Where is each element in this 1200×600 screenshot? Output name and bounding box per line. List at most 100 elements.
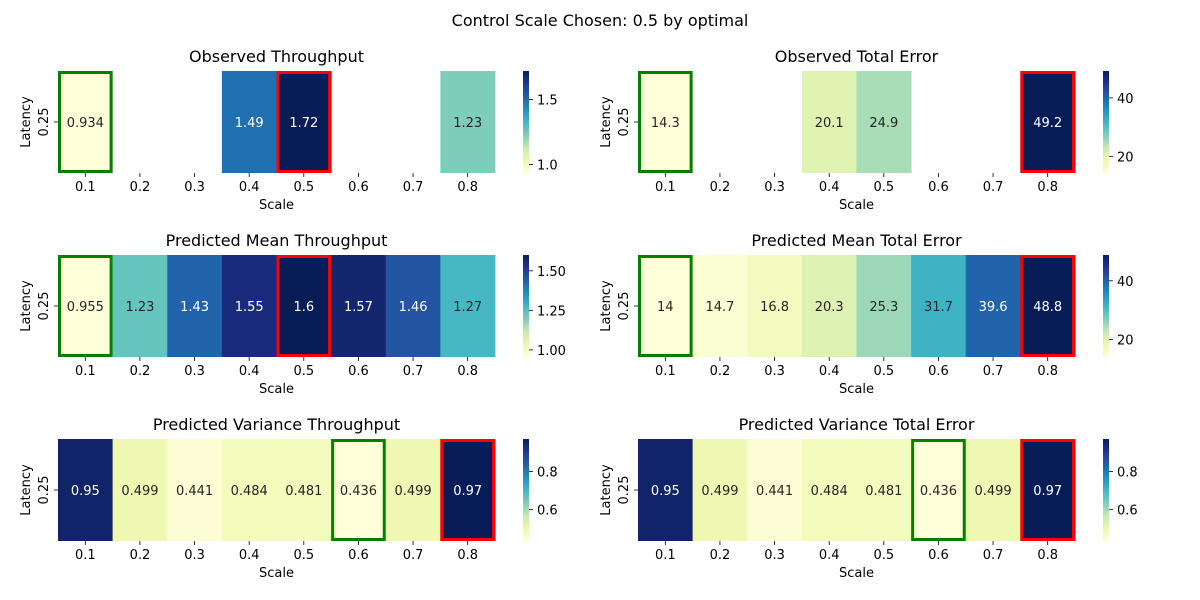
- worst-highlight-box: [276, 71, 332, 173]
- cell-value-label: 0.499: [394, 484, 431, 499]
- cell-value-label: 20.3: [815, 300, 844, 315]
- cell-value-label: 24.9: [869, 116, 898, 131]
- heatmap-cell: [856, 255, 912, 357]
- heatmap-cell: [638, 255, 694, 357]
- cell-value-label: 0.95: [651, 484, 680, 499]
- x-tick-label: 0.2: [130, 180, 151, 195]
- x-tick-label: 0.7: [403, 180, 424, 195]
- cell-value-label: 20.1: [815, 116, 844, 131]
- x-tick-label: 0.5: [873, 548, 894, 563]
- y-tick-label: 0.25: [37, 292, 52, 321]
- cell-value-label: 14: [657, 300, 674, 315]
- worst-highlight-box: [1020, 71, 1075, 173]
- x-tick-label: 0.6: [348, 548, 369, 563]
- cell-value-label: 25.3: [869, 300, 898, 315]
- worst-highlight-box: [276, 255, 332, 357]
- heatmap-cell: [276, 71, 332, 173]
- colorbar-tick-label: 0.6: [537, 504, 558, 519]
- cell-value-label: 1.6: [293, 300, 314, 315]
- heatmap-cell: [911, 255, 967, 357]
- heatmap-cell: [331, 439, 387, 541]
- heatmap-cell: [167, 439, 223, 541]
- x-tick-label: 0.8: [457, 364, 478, 379]
- x-tick-label: 0.6: [928, 548, 949, 563]
- x-axis-label: Scale: [839, 198, 874, 213]
- heatmap-cell: [58, 255, 114, 357]
- heatmap-cell: [221, 439, 277, 541]
- y-tick-label: 0.25: [37, 108, 52, 137]
- cell-value-label: 0.499: [974, 484, 1011, 499]
- colorbar: [523, 439, 529, 541]
- heatmap-cell: [1020, 71, 1076, 173]
- x-tick-label: 0.5: [293, 180, 314, 195]
- x-tick-label: 0.6: [928, 180, 949, 195]
- panel-title: Predicted Mean Total Error: [751, 231, 962, 250]
- colorbar-tick-label: 1.00: [537, 344, 566, 359]
- x-tick-label: 0.8: [457, 180, 478, 195]
- x-axis-label: Scale: [259, 566, 294, 581]
- cell-value-label: 0.484: [811, 484, 848, 499]
- x-tick-label: 0.6: [348, 180, 369, 195]
- heatmap-cell: [638, 71, 694, 173]
- heatmap-cell: [801, 439, 857, 541]
- figure-suptitle: Control Scale Chosen: 0.5 by optimal: [452, 11, 749, 30]
- best-highlight-box: [638, 255, 693, 357]
- panel-title: Observed Total Error: [775, 47, 939, 66]
- x-tick-label: 0.6: [928, 364, 949, 379]
- x-tick-label: 0.4: [819, 180, 840, 195]
- heatmap-cell: [276, 439, 332, 541]
- heatmap-panel: Predicted Variance Throughput 0.95 0.499 0.…: [19, 415, 558, 581]
- x-tick-label: 0.7: [983, 548, 1004, 563]
- colorbar-tick-label: 1.50: [537, 265, 566, 280]
- heatmap-cell: [58, 71, 114, 173]
- panel-title: Predicted Variance Total Error: [739, 415, 975, 434]
- y-axis-label: Latency: [599, 464, 614, 516]
- cell-value-label: 0.499: [701, 484, 738, 499]
- x-tick-label: 0.3: [184, 180, 205, 195]
- x-tick-label: 0.5: [293, 364, 314, 379]
- x-tick-label: 0.1: [75, 180, 96, 195]
- heatmap-cell: [801, 71, 857, 173]
- y-axis-label: Latency: [599, 96, 614, 148]
- heatmap-panel: Predicted Mean Throughput 0.955 1.23 1.43 1.…: [19, 231, 566, 397]
- x-axis-label: Scale: [839, 382, 874, 397]
- x-tick-label: 0.2: [710, 548, 731, 563]
- heatmap-cell: [801, 255, 857, 357]
- x-tick-label: 0.1: [655, 364, 676, 379]
- heatmap-cell: [221, 71, 277, 173]
- heatmap-cell: [440, 255, 496, 357]
- x-tick-label: 0.4: [239, 364, 260, 379]
- heatmap-cell: [1020, 439, 1076, 541]
- panel-title: Observed Throughput: [189, 47, 364, 66]
- y-tick-label: 0.25: [37, 476, 52, 505]
- colorbar-tick-label: 1.0: [537, 158, 558, 173]
- y-axis-label: Latency: [19, 96, 34, 148]
- heatmap-cell: [167, 255, 223, 357]
- colorbar-tick-label: 40: [1117, 92, 1134, 107]
- heatmap-cell: [692, 439, 748, 541]
- x-tick-label: 0.3: [184, 364, 205, 379]
- x-tick-label: 0.3: [764, 548, 785, 563]
- cell-value-label: 0.436: [920, 484, 957, 499]
- x-tick-label: 0.4: [239, 180, 260, 195]
- worst-highlight-box: [1020, 255, 1075, 357]
- colorbar: [523, 255, 529, 357]
- x-tick-label: 0.4: [239, 548, 260, 563]
- colorbar-tick-label: 0.6: [1117, 504, 1138, 519]
- heatmap-panel: Predicted Mean Total Error 14 14.7 16.8 20.3…: [599, 231, 1134, 397]
- cell-value-label: 0.441: [176, 484, 213, 499]
- heatmap-cell: [1020, 255, 1076, 357]
- x-tick-label: 0.4: [819, 364, 840, 379]
- cell-value-label: 0.481: [865, 484, 902, 499]
- cell-value-label: 0.955: [67, 300, 104, 315]
- x-tick-label: 0.1: [655, 180, 676, 195]
- colorbar: [1103, 255, 1109, 357]
- best-highlight-box: [331, 439, 386, 541]
- cell-value-label: 1.27: [453, 300, 482, 315]
- cell-value-label: 49.2: [1033, 116, 1062, 131]
- best-highlight-box: [911, 439, 966, 541]
- heatmap-panel: Observed Total Error 14.3 20.1 24.9 49.2 0.1 0…: [599, 47, 1134, 213]
- best-highlight-box: [58, 255, 113, 357]
- x-tick-label: 0.7: [403, 364, 424, 379]
- colorbar-tick-label: 20: [1117, 150, 1134, 165]
